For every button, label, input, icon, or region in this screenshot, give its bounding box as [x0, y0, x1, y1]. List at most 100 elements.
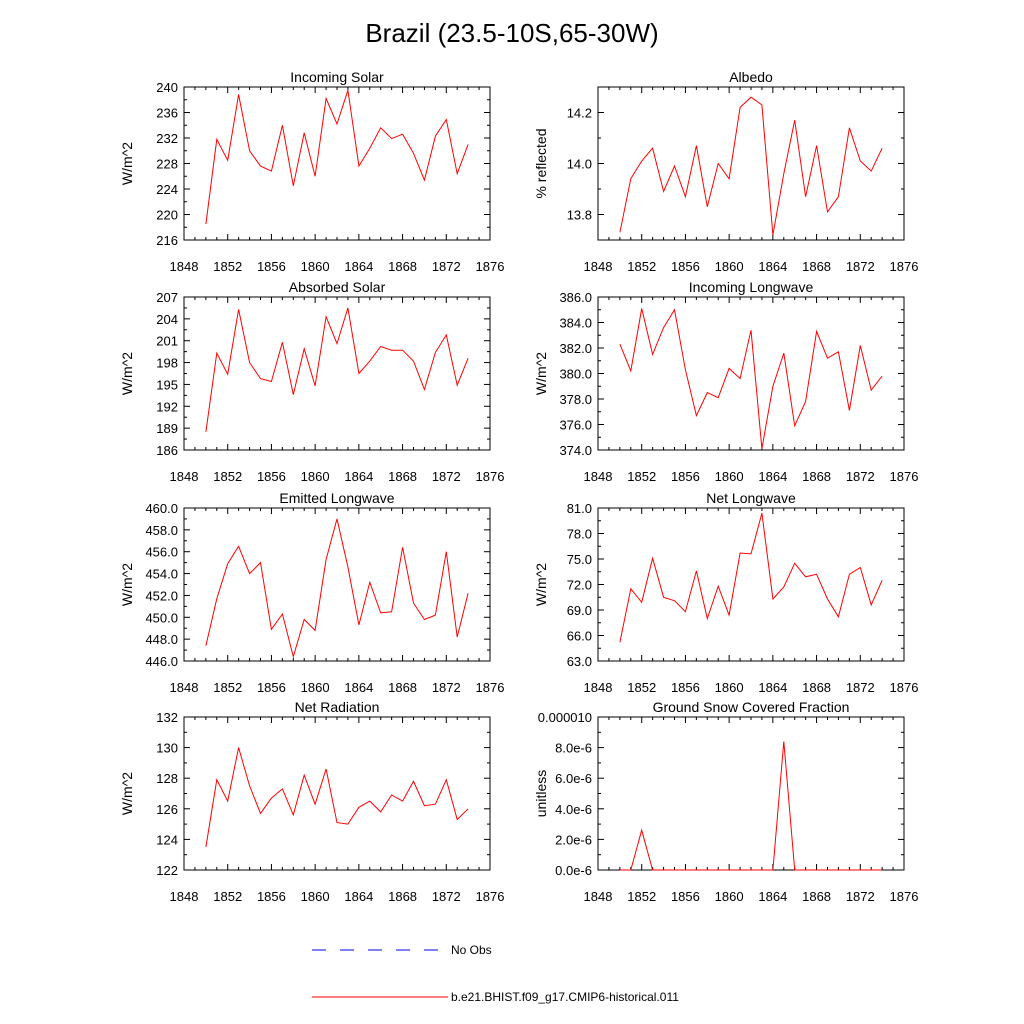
y-axis-label: W/m^2	[119, 563, 135, 606]
panel-title: Emitted Longwave	[279, 490, 394, 506]
panels: 1848 1852 1856 1860 1864 1868 1872 1876 216 220 22…	[119, 69, 918, 904]
x-tick-label: 1852	[627, 259, 656, 274]
x-tick-label: 1872	[846, 469, 875, 484]
y-tick-label: 452.0	[145, 588, 178, 603]
panel-3: 1848 1852 1856 1860 1864 1868 1872 1876 186 189 19…	[119, 279, 504, 484]
y-tick-label: 0.000010	[538, 710, 592, 725]
x-tick-label: 1864	[344, 469, 373, 484]
y-tick-label: 458.0	[145, 523, 178, 538]
x-tick-label: 1860	[301, 680, 330, 695]
x-tick-label: 1868	[802, 469, 831, 484]
x-tick-label: 1852	[213, 469, 242, 484]
x-tick-label: 1868	[802, 889, 831, 904]
x-tick-label: 1860	[301, 259, 330, 274]
y-tick-label: 382.0	[559, 341, 592, 356]
x-tick-label: 1852	[213, 259, 242, 274]
legend-obs-label: No Obs	[451, 943, 492, 957]
y-axis-label: W/m^2	[533, 352, 549, 395]
x-tick-label: 1860	[301, 889, 330, 904]
x-tick-label: 1856	[671, 680, 700, 695]
y-tick-label: 201	[156, 334, 178, 349]
x-tick-label: 1856	[257, 680, 286, 695]
x-tick-label: 1848	[170, 889, 199, 904]
x-tick-label: 1876	[476, 469, 505, 484]
series-line	[619, 308, 883, 449]
y-axis-label: W/m^2	[119, 352, 135, 395]
plot-frame	[183, 86, 491, 241]
series-line	[619, 96, 883, 235]
x-tick-label: 1860	[301, 469, 330, 484]
plot-frame	[183, 507, 491, 662]
y-axis-label: W/m^2	[119, 142, 135, 185]
x-tick-label: 1864	[758, 259, 787, 274]
y-tick-label: 195	[156, 377, 178, 392]
y-tick-label: 78.0	[567, 527, 592, 542]
x-tick-label: 1864	[758, 889, 787, 904]
x-tick-label: 1868	[802, 259, 831, 274]
y-axis-label: % reflected	[533, 128, 549, 198]
x-tick-label: 1860	[715, 889, 744, 904]
y-tick-label: 8.0e-6	[555, 741, 592, 756]
x-tick-label: 1868	[802, 680, 831, 695]
x-tick-label: 1856	[257, 469, 286, 484]
y-tick-label: 376.0	[559, 418, 592, 433]
series-line	[619, 512, 883, 643]
x-tick-label: 1876	[890, 259, 919, 274]
x-tick-label: 1852	[627, 469, 656, 484]
x-tick-label: 1852	[627, 889, 656, 904]
y-tick-label: 378.0	[559, 392, 592, 407]
panel-title: Incoming Solar	[290, 69, 384, 85]
x-tick-label: 1848	[584, 889, 613, 904]
y-tick-label: 69.0	[567, 603, 592, 618]
y-tick-label: 384.0	[559, 316, 592, 331]
x-tick-label: 1856	[671, 469, 700, 484]
y-tick-label: 186	[156, 443, 178, 458]
panel-1: 1848 1852 1856 1860 1864 1868 1872 1876 216 220 22…	[119, 69, 504, 274]
x-tick-label: 1876	[890, 680, 919, 695]
y-tick-label: 2.0e-6	[555, 832, 592, 847]
x-tick-label: 1872	[846, 680, 875, 695]
figure-title: Brazil (23.5-10S,65-30W)	[365, 18, 658, 48]
y-tick-label: 72.0	[567, 578, 592, 593]
x-tick-label: 1864	[344, 680, 373, 695]
y-tick-label: 13.8	[567, 208, 592, 223]
y-tick-label: 189	[156, 421, 178, 436]
x-tick-label: 1848	[584, 469, 613, 484]
y-tick-label: 122	[156, 863, 178, 878]
x-tick-label: 1860	[715, 259, 744, 274]
x-tick-label: 1868	[388, 259, 417, 274]
plot-frame	[183, 296, 491, 451]
x-tick-label: 1848	[170, 680, 199, 695]
y-tick-label: 81.0	[567, 501, 592, 516]
y-tick-label: 207	[156, 290, 178, 305]
y-tick-label: 14.2	[567, 106, 592, 121]
x-tick-label: 1876	[890, 469, 919, 484]
y-tick-label: 220	[156, 208, 178, 223]
x-tick-label: 1864	[344, 259, 373, 274]
x-tick-label: 1852	[213, 680, 242, 695]
y-tick-label: 232	[156, 131, 178, 146]
x-tick-label: 1868	[388, 889, 417, 904]
y-axis-label: W/m^2	[119, 772, 135, 815]
y-tick-label: 63.0	[567, 654, 592, 669]
panel-title: Albedo	[729, 69, 773, 85]
panel-title: Incoming Longwave	[689, 279, 814, 295]
panel-5: 1848 1852 1856 1860 1864 1868 1872 1876 446.0 448…	[119, 490, 504, 695]
y-tick-label: 124	[156, 832, 178, 847]
x-tick-label: 1876	[476, 680, 505, 695]
legend-model-label: b.e21.BHIST.f09_g17.CMIP6-historical.011	[451, 990, 679, 1004]
x-tick-label: 1860	[715, 469, 744, 484]
series-line	[205, 747, 469, 848]
x-tick-label: 1864	[758, 680, 787, 695]
y-tick-label: 126	[156, 802, 178, 817]
y-tick-label: 192	[156, 399, 178, 414]
y-tick-label: 0.0e-6	[555, 863, 592, 878]
y-axis-label: unitless	[533, 770, 549, 817]
y-tick-label: 228	[156, 157, 178, 172]
y-tick-label: 204	[156, 312, 178, 327]
panel-title: Ground Snow Covered Fraction	[653, 699, 850, 715]
x-tick-label: 1868	[388, 469, 417, 484]
series-line	[619, 741, 883, 871]
x-tick-label: 1876	[890, 889, 919, 904]
